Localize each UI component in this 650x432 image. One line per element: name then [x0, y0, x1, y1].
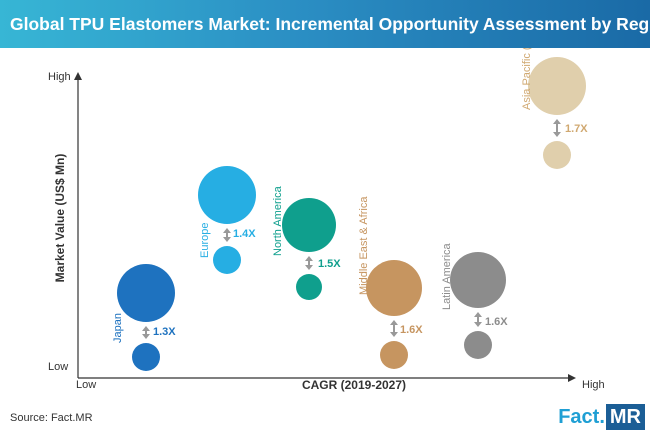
growth-arrow-head-down-japan [142, 334, 150, 339]
region-label-europe: Europe [199, 223, 211, 258]
growth-arrow-head-up-japan [142, 326, 150, 331]
multiplier-label-asia-pacific-ex-japan: 1.7X [565, 123, 588, 135]
multiplier-label-japan: 1.3X [153, 326, 176, 338]
logo-dot: . [599, 406, 605, 428]
bubble-2019-latin-america [464, 331, 492, 359]
bubble-2019-europe [213, 246, 241, 274]
bubble-2027-asia-pacific-ex-japan [528, 57, 586, 115]
region-label-japan: Japan [112, 313, 124, 343]
region-label-north-america: North America [272, 185, 284, 256]
y-low-label: Low [48, 361, 68, 373]
bubble-2027-japan [117, 264, 175, 322]
growth-arrow-head-down-middle-east-africa [390, 332, 398, 337]
growth-arrow-head-down-latin-america [474, 322, 482, 327]
y-high-label: High [48, 71, 71, 83]
x-axis-title: CAGR (2019-2027) [302, 378, 406, 392]
bubble-2027-europe [198, 166, 256, 224]
y-axis-title: Market Value (US$ Mn) [53, 154, 67, 283]
growth-arrow-head-up-latin-america [474, 312, 482, 317]
logo-fact-text: Fact [558, 406, 600, 428]
chart-title: Global TPU Elastomers Market: Incrementa… [10, 14, 650, 34]
growth-arrow-head-up-middle-east-africa [390, 320, 398, 325]
bubble-2019-middle-east-africa [380, 341, 408, 369]
region-label-asia-pacific-ex-japan: Asia Pacific (Ex. Japan) [521, 48, 533, 110]
growth-arrow-head-up-north-america [305, 256, 313, 261]
title-banner: Global TPU Elastomers Market: Incrementa… [0, 0, 650, 48]
x-low-label: Low [76, 379, 96, 391]
region-label-middle-east-africa: Middle East & Africa [358, 196, 370, 295]
x-high-label: High [582, 379, 605, 391]
bubble-chart: High Low Low High CAGR (2019-2027) Marke… [48, 48, 605, 392]
multiplier-label-latin-america: 1.6X [485, 316, 508, 328]
bubble-2027-latin-america [450, 252, 506, 308]
multiplier-label-middle-east-africa: 1.6X [400, 324, 423, 336]
bubble-2019-north-america [296, 274, 322, 300]
growth-arrow-head-down-north-america [305, 265, 313, 270]
bubble-2027-middle-east-africa [366, 260, 422, 316]
growth-arrow-head-up-asia-pacific-ex-japan [553, 119, 561, 124]
growth-arrow-head-down-asia-pacific-ex-japan [553, 132, 561, 137]
region-label-latin-america: Latin America [441, 242, 453, 310]
factmr-logo: Fact. MR [558, 404, 645, 430]
bubble-2027-north-america [282, 198, 336, 252]
source-note: Source: Fact.MR [10, 412, 93, 424]
growth-arrow-head-down-europe [223, 237, 231, 242]
bubble-2019-japan [132, 343, 160, 371]
growth-arrow-head-up-europe [223, 228, 231, 233]
multiplier-label-north-america: 1.5X [318, 258, 341, 270]
multiplier-label-europe: 1.4X [233, 228, 256, 240]
bubble-marks: 1.3X Japan 1.4X Europe 1.5X North America 1.6X… [112, 48, 588, 371]
logo-mr-text: MR [605, 404, 645, 430]
bubble-2019-asia-pacific-ex-japan [543, 141, 571, 169]
